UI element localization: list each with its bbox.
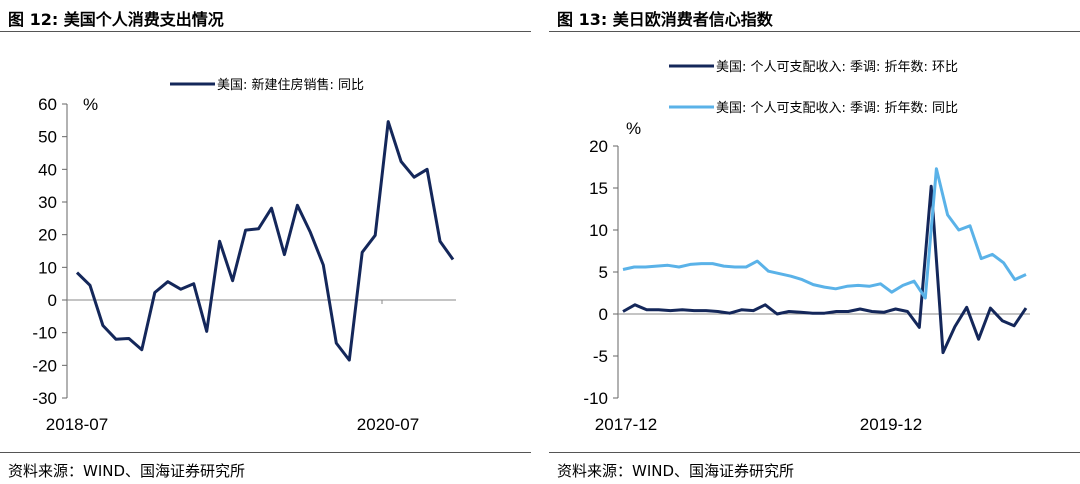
- y-tick-label: -10: [32, 324, 57, 343]
- legend-label-2: 美国: 个人可支配收入: 季调: 折年数: 同比: [716, 101, 958, 116]
- y-tick-label: 0: [48, 291, 57, 310]
- legend-label-1: 美国: 新建住房销售: 同比: [217, 77, 364, 93]
- left-panel: 图 12: 美国个人消费支出情况 60 50 40 30 20 10 0 -10 -20 -30%…: [0, 0, 531, 484]
- y-tick-label: 30: [38, 193, 57, 212]
- y-tick-label: 20: [589, 137, 608, 156]
- y-tick-label: -30: [32, 389, 57, 408]
- series-line-1: [75, 120, 455, 362]
- x-tick-label: 2020-07: [357, 415, 419, 434]
- y-tick-label: 10: [589, 221, 608, 240]
- series-line-2: [622, 167, 1027, 300]
- disposable-income-chart: 20 15 10 5 0 -5 -10% 2017-12 2019-12 美国: 个人可支配收入:…: [583, 60, 1030, 434]
- x-tick-label: 2017-12: [595, 415, 657, 434]
- y-tick-label: 10: [38, 258, 57, 277]
- source-divider: [0, 452, 531, 453]
- title-divider: [549, 31, 1080, 32]
- series-line-1: [622, 184, 1028, 355]
- x-tick-label: 2019-12: [860, 415, 922, 434]
- x-tick-label: 2018-07: [46, 415, 108, 434]
- y-tick-label: 15: [589, 179, 608, 198]
- figure-title: 图 13: 美日欧消费者信心指数: [557, 10, 773, 29]
- right-panel: 图 13: 美日欧消费者信心指数 20 15 10 5 0 -5 -10% 2017-12 20…: [549, 0, 1080, 484]
- unit-label: %: [626, 119, 641, 138]
- y-tick-label: 0: [599, 305, 608, 324]
- source-note: 资料来源：WIND、国海证券研究所: [8, 462, 246, 480]
- unit-label: %: [83, 95, 98, 114]
- y-tick-label: -5: [593, 347, 608, 366]
- y-tick-label: 5: [599, 263, 608, 282]
- new-home-sales-chart: 60 50 40 30 20 10 0 -10 -20 -30% 2018-07 2020-07 美国:…: [32, 77, 456, 434]
- y-tick-label: 40: [38, 160, 57, 179]
- y-tick-label: -20: [32, 356, 57, 375]
- figure-title: 图 12: 美国个人消费支出情况: [8, 10, 224, 29]
- source-note: 资料来源：WIND、国海证券研究所: [557, 462, 795, 480]
- y-tick-label: 60: [38, 95, 57, 114]
- source-divider: [549, 452, 1080, 453]
- title-divider: [0, 31, 531, 32]
- legend-label-1: 美国: 个人可支配收入: 季调: 折年数: 环比: [716, 60, 958, 75]
- y-tick-label: -10: [583, 389, 608, 408]
- y-tick-label: 50: [38, 128, 57, 147]
- y-tick-label: 20: [38, 226, 57, 245]
